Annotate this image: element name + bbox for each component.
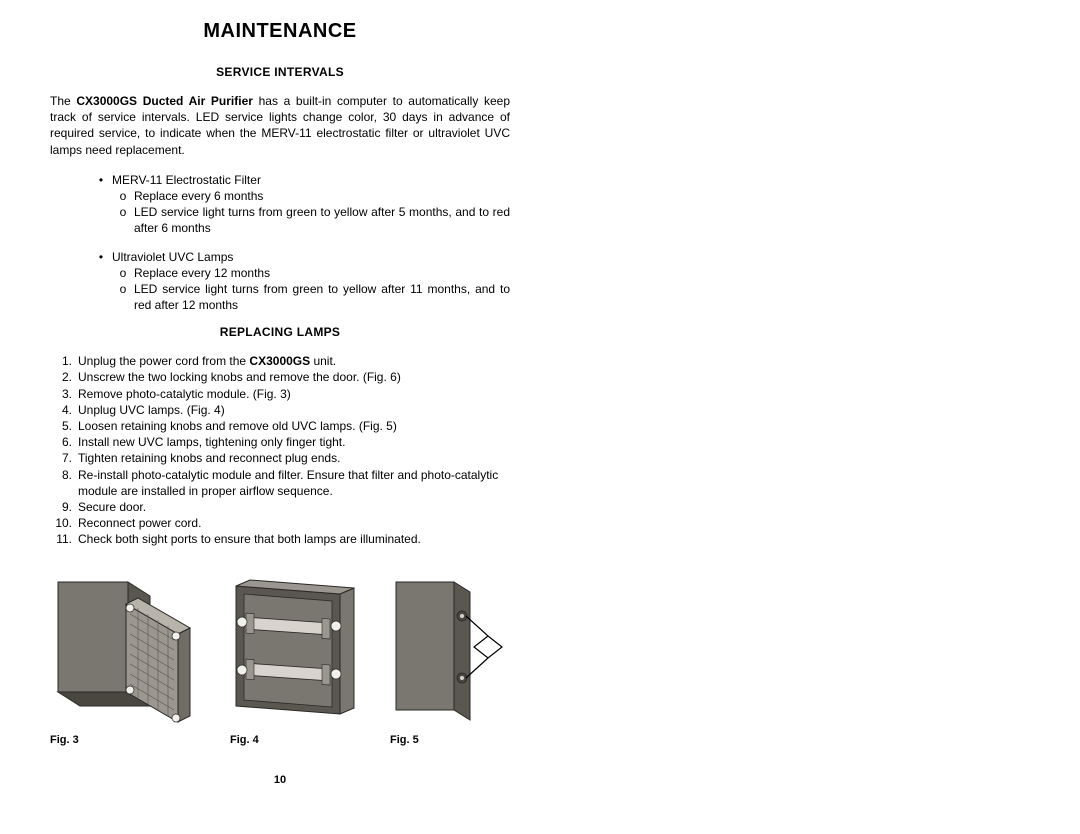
bullet-list: •MERV-11 Electrostatic FilteroReplace ev… [50,172,510,314]
step-row: 9.Secure door. [50,499,510,515]
step-row: 4.Unplug UVC lamps. (Fig. 4) [50,402,510,418]
step-number: 8. [50,467,78,499]
step-number: 5. [50,418,78,434]
step-number: 2. [50,369,78,385]
bullet-mark: • [90,172,112,188]
figure-3-caption: Fig. 3 [50,734,79,746]
step-text: Install new UVC lamps, tightening only f… [78,434,510,450]
step-text: Secure door. [78,499,510,515]
section-heading-service: SERVICE INTERVALS [50,65,510,79]
step-text: Check both sight ports to ensure that bo… [78,531,510,547]
bullet-item: •Ultraviolet UVC LampsoReplace every 12 … [90,249,510,314]
section-heading-replacing: REPLACING LAMPS [50,325,510,339]
bullet-label: Ultraviolet UVC Lamps [112,249,510,265]
sub-bullet-mark: o [112,188,134,204]
step-text: Unplug the power cord from the CX3000GS … [78,353,510,369]
figure-5-caption: Fig. 5 [390,734,419,746]
bullet-item: •MERV-11 Electrostatic FilteroReplace ev… [90,172,510,237]
intro-paragraph: The CX3000GS Ducted Air Purifier has a b… [50,93,510,158]
figures-row: Fig. 3 [50,574,510,746]
figure-4-caption: Fig. 4 [230,734,259,746]
step-row: 3.Remove photo-catalytic module. (Fig. 3… [50,386,510,402]
figure-5-svg [390,574,505,724]
step-text: Loosen retaining knobs and remove old UV… [78,418,510,434]
document-page: MAINTENANCE SERVICE INTERVALS The CX3000… [0,0,560,806]
sub-bullet-mark: o [112,204,134,236]
intro-pre: The [50,94,76,108]
step-text: Tighten retaining knobs and reconnect pl… [78,450,510,466]
figure-4: Fig. 4 [230,574,360,746]
figure-4-svg [230,574,360,724]
step-row: 2.Unscrew the two locking knobs and remo… [50,369,510,385]
step-text: Remove photo-catalytic module. (Fig. 3) [78,386,510,402]
bullet-mark: • [90,249,112,265]
sub-bullet-text: Replace every 12 months [134,265,510,281]
step-row: 5.Loosen retaining knobs and remove old … [50,418,510,434]
sub-bullet-text: LED service light turns from green to ye… [134,204,510,236]
sub-bullet-mark: o [112,281,134,313]
sub-bullet-mark: o [112,265,134,281]
step-text: Re-install photo-catalytic module and fi… [78,467,510,499]
step-number: 3. [50,386,78,402]
step-row: 6.Install new UVC lamps, tightening only… [50,434,510,450]
intro-bold: CX3000GS Ducted Air Purifier [76,94,253,108]
step-row: 11.Check both sight ports to ensure that… [50,531,510,547]
step-row: 7.Tighten retaining knobs and reconnect … [50,450,510,466]
figure-3-svg [50,574,200,724]
step-number: 4. [50,402,78,418]
step-number: 7. [50,450,78,466]
step-text: Unscrew the two locking knobs and remove… [78,369,510,385]
step-row: 10.Reconnect power cord. [50,515,510,531]
sub-bullet-text: Replace every 6 months [134,188,510,204]
step-number: 6. [50,434,78,450]
step-number: 10. [50,515,78,531]
figure-5: Fig. 5 [390,574,505,746]
step-number: 1. [50,353,78,369]
step-text: Unplug UVC lamps. (Fig. 4) [78,402,510,418]
figure-3: Fig. 3 [50,574,200,746]
page-number: 10 [50,774,510,786]
step-row: 1.Unplug the power cord from the CX3000G… [50,353,510,369]
bullet-label: MERV-11 Electrostatic Filter [112,172,510,188]
step-row: 8.Re-install photo-catalytic module and … [50,467,510,499]
ordered-steps: 1.Unplug the power cord from the CX3000G… [50,353,510,547]
step-number: 11. [50,531,78,547]
sub-bullet-text: LED service light turns from green to ye… [134,281,510,313]
step-number: 9. [50,499,78,515]
page-title: MAINTENANCE [50,20,510,43]
step-text: Reconnect power cord. [78,515,510,531]
